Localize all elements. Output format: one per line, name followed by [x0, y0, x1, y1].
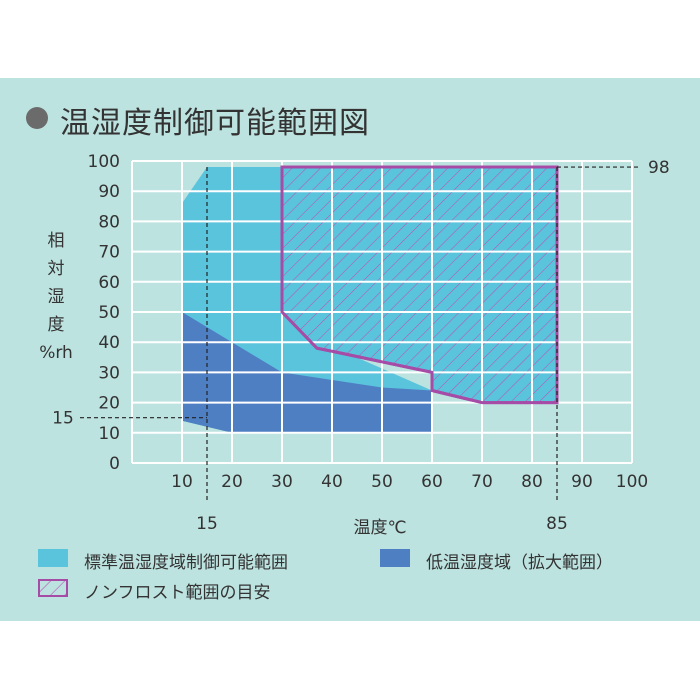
y-tick-label: 30: [98, 363, 120, 383]
y-tick-label: 40: [98, 333, 120, 353]
y-tick-label: 50: [98, 303, 120, 323]
x-axis-label: 温度℃: [353, 518, 406, 538]
y-tick-label: 10: [98, 424, 120, 444]
x-tick-label: 90: [571, 472, 593, 492]
y-axis-label: %rh: [39, 343, 73, 363]
y-tick-label: 20: [98, 394, 120, 414]
x-tick-label: 80: [521, 472, 543, 492]
y-tick-label: 0: [109, 454, 120, 474]
legend-swatch-low: [380, 549, 410, 567]
reference-label-85-x: 85: [546, 514, 568, 534]
x-tick-label: 70: [471, 472, 493, 492]
x-tick-label: 60: [421, 472, 443, 492]
y-tick-label: 70: [98, 243, 120, 263]
chart-title: 温湿度制御可能範囲図: [60, 106, 370, 141]
legend-swatch-nonfrost: [38, 579, 68, 597]
x-tick-label: 40: [321, 472, 343, 492]
x-tick-label: 20: [221, 472, 243, 492]
y-axis-label: 相: [48, 231, 65, 251]
x-tick-label: 50: [371, 472, 393, 492]
chart-panel: 温湿度制御可能範囲図 0 10 20 30 40 50 60 70 80 90 100 10 20 30 4…: [0, 78, 700, 621]
y-axis-label: 湿: [48, 287, 65, 307]
y-tick-label: 90: [98, 182, 120, 202]
y-axis-label: 対: [48, 259, 65, 279]
reference-label-15-x: 15: [196, 514, 218, 534]
x-tick-label: 10: [171, 472, 193, 492]
x-tick-label: 100: [616, 472, 648, 492]
y-axis-label: 度: [48, 315, 65, 335]
legend-swatch-standard: [38, 549, 68, 567]
y-tick-label: 60: [98, 273, 120, 293]
legend-low: 低温湿度域（拡大範囲）: [426, 553, 613, 573]
legend-standard: 標準温湿度域制御可能範囲: [84, 553, 288, 573]
humidity-temperature-chart: 0 10 20 30 40 50 60 70 80 90 100 10 20 30 40 50 60 70 80 90…: [39, 152, 670, 538]
series-outline-nonfrost: [280, 165, 559, 405]
x-tick-label: 30: [271, 472, 293, 492]
reference-label-15-y: 15: [52, 409, 74, 429]
bullet-icon: [26, 107, 48, 129]
y-tick-label: 100: [88, 152, 120, 172]
reference-label-98: 98: [648, 158, 670, 178]
legend-nonfrost: ノンフロスト範囲の目安: [84, 583, 271, 603]
y-tick-label: 80: [98, 212, 120, 232]
